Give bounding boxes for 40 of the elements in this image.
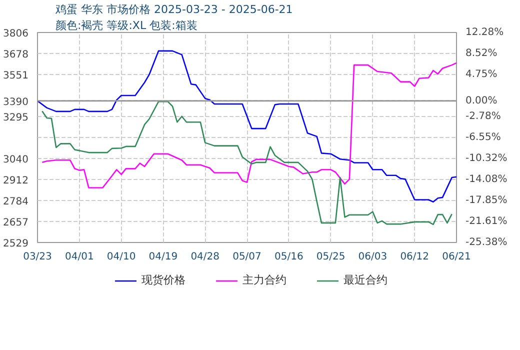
x-tick-label: 05/07: [232, 252, 262, 262]
x-tick-label: 05/16: [274, 252, 304, 262]
y2-tick-label: 4.75%: [466, 68, 498, 80]
x-tick-label: 05/25: [316, 252, 346, 262]
legend-label: 最近合约: [344, 272, 388, 288]
legend-label: 现货价格: [142, 272, 186, 288]
y-tick-label: 3390: [3, 96, 29, 108]
y2-tick-label: 0.00%: [466, 95, 498, 106]
chart-subtitle: 颜色:褐壳 等级:XL 包装:箱装: [56, 19, 198, 32]
line-series: [42, 62, 456, 188]
y2-tick-label: -2.78%: [466, 110, 501, 122]
x-tick-label: 04/28: [190, 252, 220, 262]
line-series: [42, 100, 452, 226]
y2-tick-label: -25.38%: [466, 237, 508, 248]
y-tick-label: 3551: [3, 70, 29, 82]
y-tick-label: 3295: [3, 112, 29, 124]
y2-tick-label: -21.61%: [466, 216, 508, 227]
x-tick-label: 04/01: [64, 252, 94, 262]
x-tick-label: 06/12: [400, 252, 430, 262]
legend-label: 主力合约: [242, 272, 286, 288]
y2-tick-label: 12.28%: [466, 27, 504, 38]
y-tick-label: 3040: [3, 154, 29, 166]
y-tick-label: 2657: [3, 217, 29, 228]
x-tick-label: 06/21: [442, 252, 471, 262]
x-tick-label: 04/19: [148, 252, 178, 262]
y-tick-label: 2912: [3, 176, 29, 187]
y-tick-label: 2784: [3, 196, 29, 208]
x-tick-label: 06/03: [358, 252, 388, 262]
x-tick-label: 03/23: [23, 252, 52, 262]
y2-tick-label: 8.52%: [466, 48, 498, 59]
chart-title: 鸡蛋 华东 市场价格 2025-03-23 - 2025-06-21: [54, 3, 293, 16]
y-tick-label: 2529: [3, 238, 29, 250]
y2-tick-label: -14.08%: [466, 174, 508, 185]
x-tick-label: 04/10: [106, 252, 136, 262]
y2-tick-label: -10.32%: [466, 153, 508, 164]
y-tick-label: 3806: [3, 28, 29, 40]
y2-tick-label: -17.85%: [466, 195, 508, 206]
y-tick-label: 3678: [3, 50, 29, 61]
y2-tick-label: -6.55%: [466, 132, 501, 143]
line-series: [38, 50, 456, 203]
